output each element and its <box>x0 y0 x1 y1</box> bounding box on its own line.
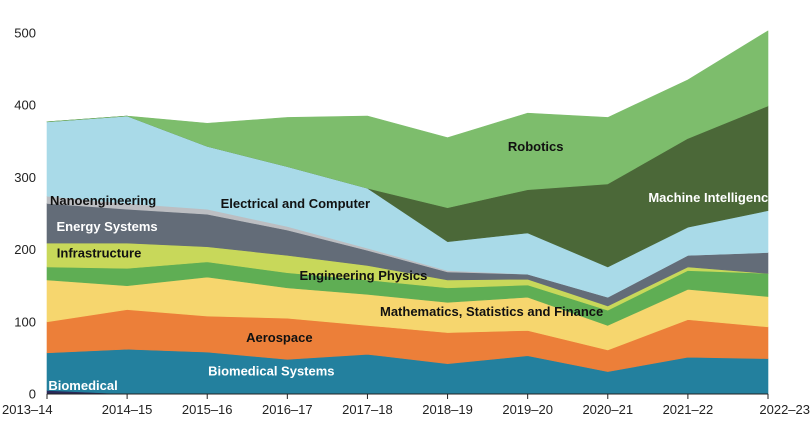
x-tick-label: 2014–15 <box>102 402 153 417</box>
series-label-biomedical: Biomedical <box>48 378 117 393</box>
x-tick-label: 2015–16 <box>182 402 233 417</box>
area-robotics <box>46 30 769 209</box>
y-tick-label: 300 <box>14 170 36 185</box>
y-tick-label: 200 <box>14 242 36 257</box>
y-tick-label: 500 <box>14 26 36 41</box>
x-tick-label: 2021–22 <box>663 402 714 417</box>
x-tick-label: 2017–18 <box>342 402 393 417</box>
y-tick-label: 0 <box>29 387 36 402</box>
series-label-engineering-physics: Engineering Physics <box>300 268 428 283</box>
x-tick-label: 2022–23 <box>759 402 810 417</box>
series-label-robotics: Robotics <box>508 139 564 154</box>
x-tick-label: 2018–19 <box>422 402 473 417</box>
series-label-energy-systems: Energy Systems <box>56 219 157 234</box>
axes-layer: 0 100 200 300 400 500 2013–14 2014–15 2015–16 201… <box>2 26 810 418</box>
y-tick-label: 100 <box>14 314 36 329</box>
series-label-electrical-and-computer: Electrical and Computer <box>221 196 371 211</box>
x-tick-label: 2013–14 <box>2 402 53 417</box>
series-label-biomedical-systems: Biomedical Systems <box>208 363 334 378</box>
series-label-infrastructure: Infrastructure <box>57 246 142 261</box>
series-label-aerospace: Aerospace <box>246 330 312 345</box>
area-layer <box>46 30 769 395</box>
series-label-machine-intelligence: Machine Intelligence <box>648 190 775 205</box>
y-tick-label: 400 <box>14 98 36 113</box>
series-label-mathematics-statistics-and-finance: Mathematics, Statistics and Finance <box>380 304 603 319</box>
series-label-layer: Biomedical Biomedical Systems Aerospace Mat… <box>48 139 775 393</box>
x-tick-label: 2020–21 <box>582 402 633 417</box>
series-label-nanoengineering: Nanoengineering <box>50 193 156 208</box>
x-tick-label: 2019–20 <box>502 402 553 417</box>
x-tick-label: 2016–17 <box>262 402 313 417</box>
